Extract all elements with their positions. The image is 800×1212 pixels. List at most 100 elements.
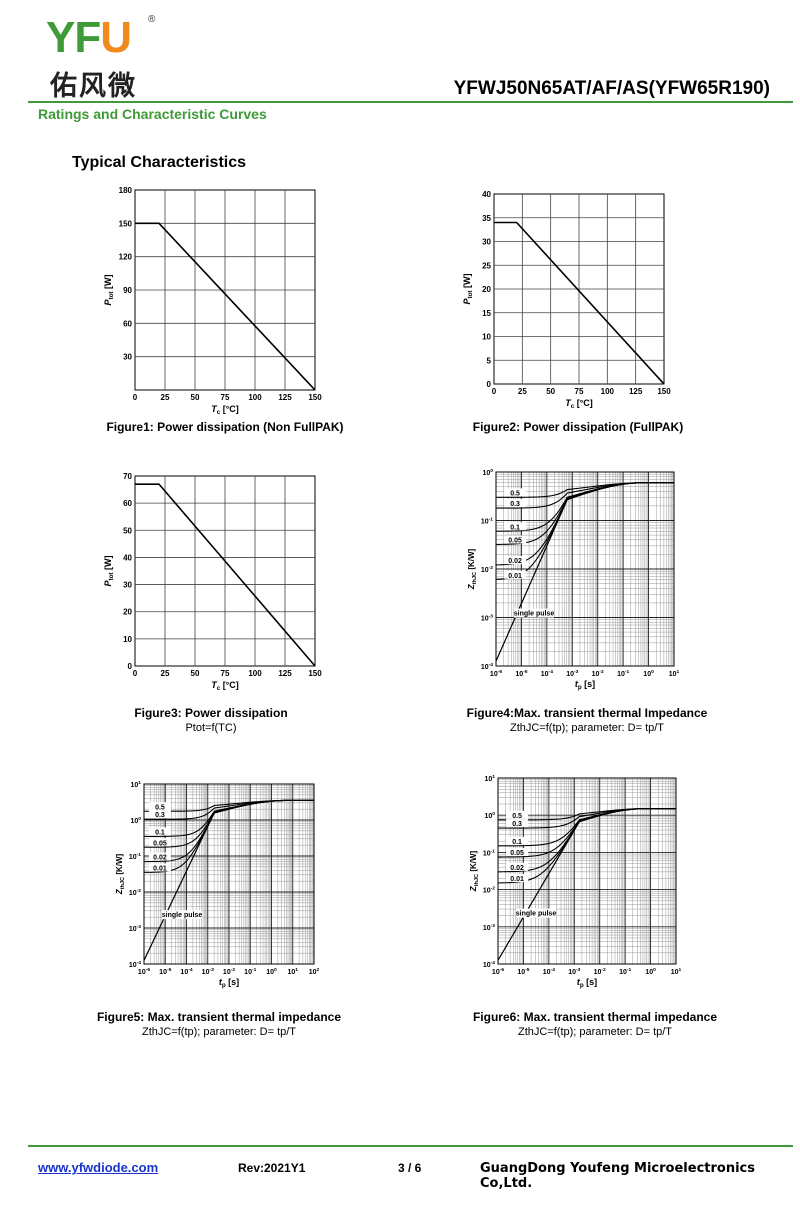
footer-divider — [28, 1145, 793, 1147]
duty-label-bg — [148, 827, 171, 836]
x-tick-label: 10-4 — [541, 669, 553, 678]
duty-label: 0.05 — [153, 840, 167, 847]
y-tick-label: 10 — [123, 635, 132, 644]
x-tick-label: 10-5 — [159, 967, 171, 976]
y-tick-label: 30 — [123, 581, 132, 590]
figure6-caption: Figure6: Max. transient thermal impedanc… — [472, 1010, 718, 1024]
y-tick-label: 35 — [482, 214, 491, 223]
y-tick-label: 101 — [484, 774, 495, 783]
y-tick-label: 10-4 — [483, 960, 495, 969]
x-tick-label: 150 — [657, 387, 671, 396]
x-tick-label: 10-2 — [223, 967, 235, 976]
part-number-title: YFWJ50N65AT/AF/AS(YFW65R190) — [453, 78, 770, 99]
y-tick-label: 30 — [482, 238, 491, 247]
y-tick-label: 180 — [119, 186, 133, 195]
x-tick-label: 100 — [645, 967, 656, 976]
x-tick-label: 101 — [669, 669, 680, 678]
duty-label: 0.05 — [510, 850, 524, 857]
y-axis-label: ZthJC [K/W] — [467, 548, 478, 590]
x-tick-label: 150 — [308, 393, 322, 402]
y-tick-label: 100 — [482, 468, 493, 477]
duty-label-bg — [148, 810, 171, 819]
single-pulse-label: single pulse — [516, 911, 557, 918]
x-tick-label: 10-2 — [592, 669, 604, 678]
y-tick-label: 10-2 — [129, 888, 141, 897]
y-tick-label: 120 — [119, 253, 133, 262]
figure6-chart: 10-6 10-5 10-4 10-3 10-2 10-1 100 101 101 100 10-1… — [469, 774, 682, 989]
x-tick-label: 25 — [518, 387, 527, 396]
plot-frame — [495, 471, 675, 667]
x-tick-label: 100 — [248, 669, 262, 678]
duty-label: 0.3 — [510, 501, 520, 508]
x-tick-label: 102 — [309, 967, 320, 976]
y-axis-label: Ptot [W] — [103, 555, 115, 586]
x-tick-label: 50 — [546, 387, 555, 396]
duty-label-bg — [506, 836, 529, 845]
y-tick-label: 150 — [119, 219, 133, 228]
x-tick-label: 0 — [133, 393, 138, 402]
y-tick-label: 10-1 — [481, 517, 493, 526]
y-tick-label: 10-2 — [481, 565, 493, 574]
x-axis-label: tp [s] — [219, 977, 239, 989]
duty-label-bg — [504, 522, 527, 531]
series-line-power — [494, 221, 665, 385]
website-link[interactable]: www.yfwdiode.com — [38, 1160, 159, 1175]
y-tick-label: 40 — [482, 190, 491, 199]
single-pulse-curve — [495, 482, 674, 662]
y-tick-label: 15 — [482, 309, 491, 318]
x-tick-label: 10-3 — [566, 669, 578, 678]
y-tick-label: 30 — [123, 353, 132, 362]
company-name: GuangDong Youfeng Microelectronics Co,Lt… — [480, 1161, 755, 1191]
x-axis-label: tp [s] — [577, 977, 597, 989]
x-tick-label: 50 — [191, 669, 200, 678]
single-pulse-label: single pulse — [162, 912, 203, 919]
x-axis-label: Tc [°C] — [565, 398, 593, 410]
duty-label: 0.02 — [153, 855, 167, 862]
x-tick-label: 75 — [221, 393, 230, 402]
duty-label: 0.05 — [508, 538, 522, 545]
y-tick-label: 20 — [123, 608, 132, 617]
x-tick-label: 100 — [266, 967, 277, 976]
x-tick-label: 10-1 — [619, 967, 631, 976]
figure5-subcaption: ZthJC=f(tp); parameter: D= tp/T — [141, 1026, 297, 1038]
y-tick-label: 100 — [130, 816, 141, 825]
duty-label: 0.01 — [153, 865, 167, 872]
x-tick-label: 10-4 — [180, 967, 192, 976]
x-tick-label: 0 — [492, 387, 497, 396]
duty-label-bg — [504, 499, 527, 508]
revision-label: Rev:2021Y1 — [238, 1161, 306, 1175]
x-tick-label: 25 — [161, 393, 170, 402]
y-tick-label: 60 — [123, 319, 132, 328]
logo-letters: YFU — [46, 13, 132, 62]
x-tick-label: 10-4 — [543, 967, 555, 976]
x-axis-label: Tc [°C] — [211, 404, 239, 416]
figure5-chart: 10-6 10-5 10-4 10-3 10-2 10-1 100 101 102 101 100 1… — [115, 780, 320, 989]
duty-label-bg — [148, 863, 171, 872]
x-tick-label: 150 — [308, 669, 322, 678]
y-tick-label: 60 — [123, 499, 132, 508]
duty-label: 0.1 — [510, 524, 520, 531]
figure4-caption: Figure4:Max. transient thermal Impedance — [466, 706, 708, 720]
duty-label-bg — [506, 874, 529, 883]
x-tick-label: 10-1 — [617, 669, 629, 678]
x-axis-label: tp [s] — [575, 679, 595, 691]
single-pulse-label-bg — [516, 908, 556, 918]
duty-label-bg — [504, 488, 527, 497]
figure4-chart: 10-6 10-5 10-4 10-3 10-2 10-1 100 101 100 10-1 10-… — [467, 468, 680, 691]
duty-label: 0.01 — [510, 876, 524, 883]
figure5-caption: Figure5: Max. transient thermal impedanc… — [96, 1010, 342, 1024]
y-tick-label: 10-4 — [481, 662, 493, 671]
duty-label-bg — [148, 838, 171, 847]
x-tick-label: 10-6 — [138, 967, 150, 976]
y-tick-label: 0 — [487, 380, 492, 389]
x-tick-label: 10-3 — [568, 967, 580, 976]
x-tick-label: 101 — [671, 967, 682, 976]
x-tick-label: 25 — [161, 669, 170, 678]
x-tick-label: 75 — [575, 387, 584, 396]
duty-label: 0.5 — [510, 490, 520, 497]
series-line-power — [135, 483, 316, 667]
logo-chinese-name: 佑风微 — [50, 71, 137, 102]
duty-label: 0.01 — [508, 573, 522, 580]
y-tick-label: 90 — [123, 286, 132, 295]
duty-label: 0.02 — [508, 558, 522, 565]
